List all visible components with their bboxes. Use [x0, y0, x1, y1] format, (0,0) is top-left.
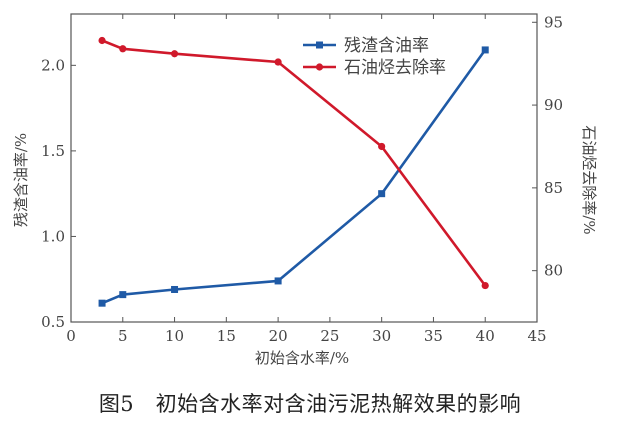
x-tick-label: 25 — [320, 327, 339, 345]
x-tick-label: 45 — [527, 327, 546, 345]
y-right-tick-label: 80 — [544, 262, 563, 280]
x-tick-label: 5 — [118, 327, 128, 345]
legend-marker-2 — [315, 63, 324, 71]
series-1-point — [274, 277, 282, 285]
y-left-axis-label: 残渣含油率/% — [12, 133, 30, 227]
legend-marker-1 — [316, 41, 323, 49]
series-2-point — [378, 142, 386, 151]
x-tick-label: 35 — [424, 327, 443, 345]
series-2-point — [119, 45, 127, 53]
series-1-point — [378, 190, 386, 198]
series-2-point — [170, 50, 179, 58]
figure-caption: 图5 初始含水率对含油污泥热解效果的影响 — [98, 392, 522, 416]
x-tick-label: 10 — [165, 327, 184, 345]
y-left-tick-label: 0.5 — [41, 313, 65, 331]
y-right-tick-label: 90 — [544, 96, 563, 114]
y-right-tick-label: 95 — [544, 13, 563, 31]
series-1-point — [119, 291, 127, 299]
legend-label-2: 石油烃去除率 — [344, 58, 446, 78]
legend-label-1: 残渣含油率 — [344, 36, 429, 56]
dual-axis-line-chart: 0 5 10 15 20 25 30 35 40 45 0.5 1.0 1.5 2.0 80 85 90 95 初始… — [12, 13, 598, 367]
series-2-point — [274, 58, 282, 66]
series-1-point — [98, 299, 106, 307]
y-right-axis-label: 石油烃去除率/% — [580, 125, 598, 234]
series-1-point — [171, 285, 179, 293]
series-1-point — [481, 46, 489, 54]
x-tick-label: 15 — [217, 327, 236, 345]
x-axis-label: 初始含水率/% — [255, 349, 349, 367]
series-2-point — [98, 36, 106, 45]
plot-frame — [70, 13, 538, 323]
y-right-tick-label: 85 — [544, 179, 563, 197]
series-2-point — [481, 281, 489, 290]
series-line-1 — [101, 49, 487, 305]
x-tick-label: 30 — [372, 327, 391, 345]
x-tick-label: 20 — [269, 327, 288, 345]
y-left-tick-label: 2.0 — [41, 56, 65, 74]
x-tick-label: 40 — [476, 327, 495, 345]
y-left-tick-label: 1.0 — [41, 227, 65, 245]
x-tick-label: 0 — [66, 327, 76, 345]
series-line-2 — [101, 39, 487, 287]
y-left-tick-label: 1.5 — [41, 142, 65, 160]
